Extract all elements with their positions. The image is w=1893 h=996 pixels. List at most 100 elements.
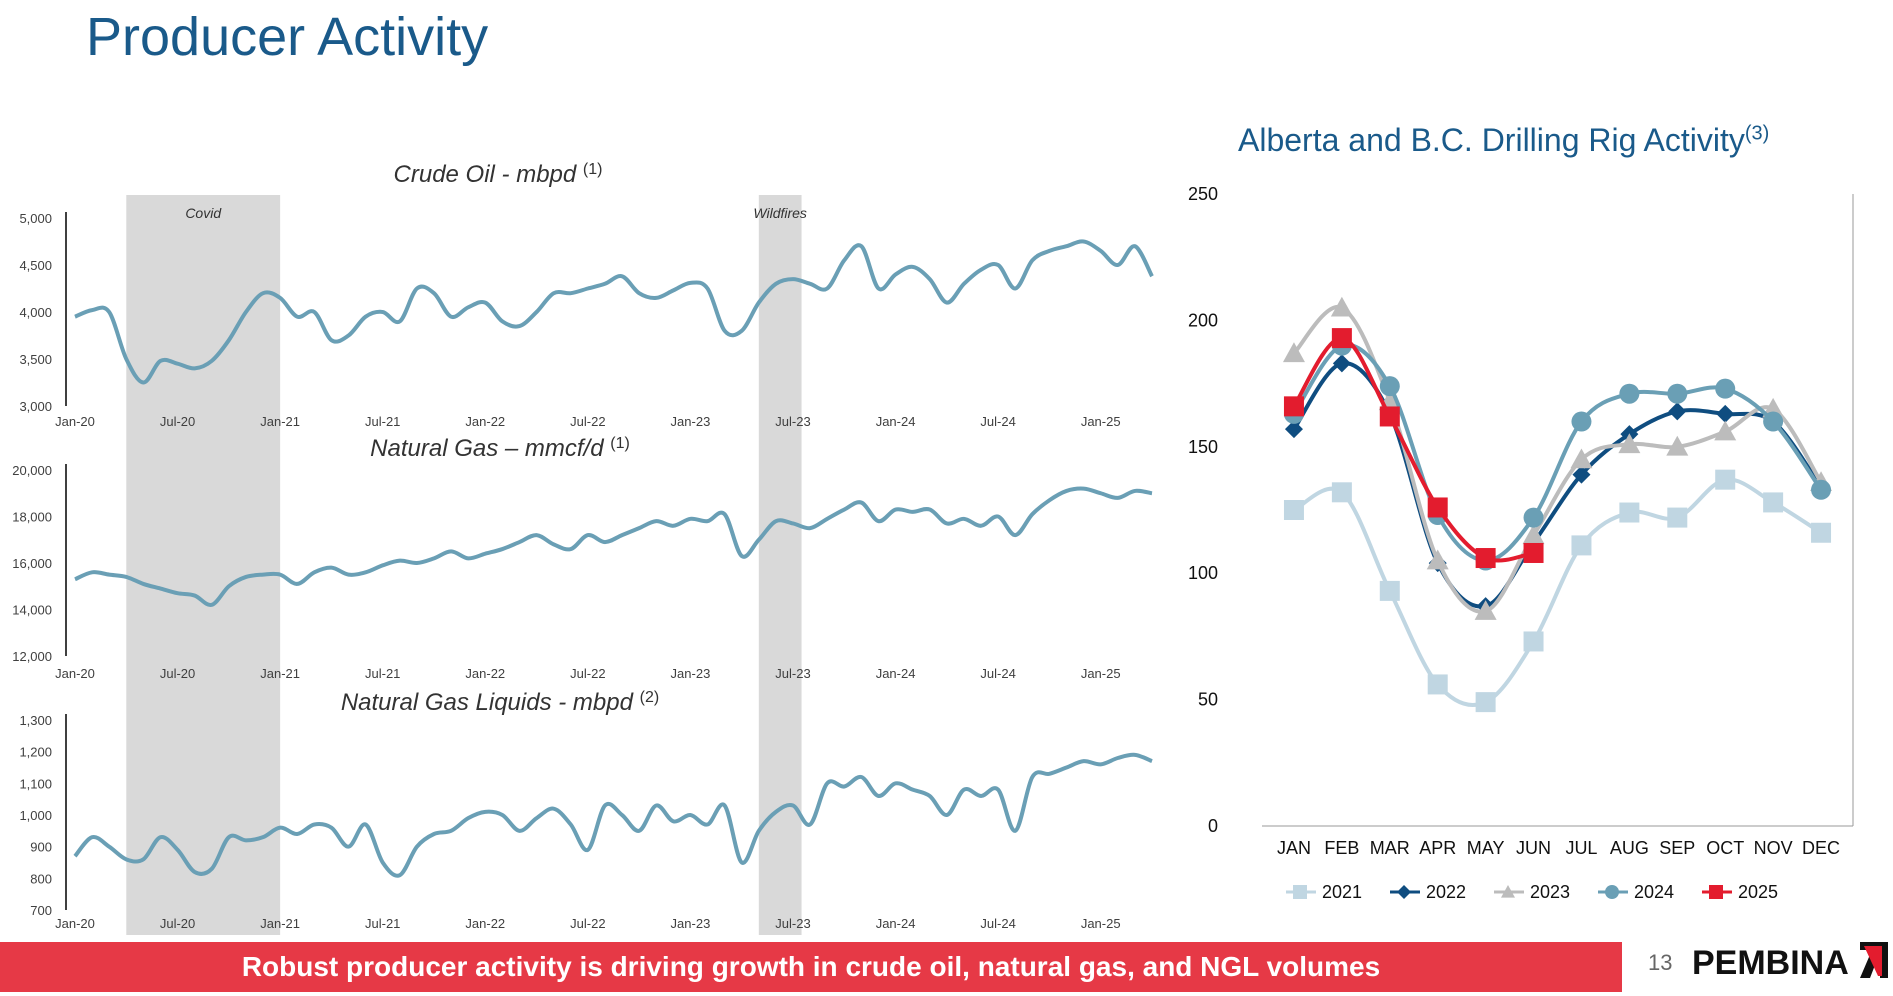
shaded-period-0 [126, 195, 281, 935]
key-message-banner: Robust producer activity is driving grow… [0, 942, 1622, 992]
x-tick-0-7: Jul-23 [775, 414, 810, 429]
rig-point-2025-jan [1283, 396, 1304, 417]
rig-point-2021-jun [1523, 631, 1544, 652]
x-tick-0-4: Jan-22 [465, 414, 505, 429]
rig-x-tick-oct: OCT [1706, 838, 1744, 858]
rig-point-2021-nov [1763, 492, 1784, 513]
legend-marker-2022 [1397, 885, 1411, 899]
rig-point-2024-jul [1571, 411, 1592, 432]
x-tick-0-6: Jan-23 [671, 414, 711, 429]
rig-point-2025-jun [1523, 542, 1544, 563]
y-tick-2-2: 900 [30, 840, 52, 855]
y-tick-0-2: 4,000 [19, 305, 52, 320]
series-line-0 [74, 239, 1154, 385]
shaded-period-label-0: Covid [185, 205, 222, 221]
rig-activity-title-text: Alberta and B.C. Drilling Rig Activity [1238, 122, 1745, 158]
page-title: Producer Activity [86, 7, 489, 67]
rig-point-2023-aug [1618, 433, 1641, 454]
rig-point-2023-jul [1570, 448, 1593, 469]
x-tick-0-3: Jul-21 [365, 414, 400, 429]
x-tick-2-9: Jul-24 [980, 916, 1015, 931]
page-number: 13 [1648, 950, 1673, 975]
rig-point-2021-mar [1379, 580, 1400, 601]
panel-title-sup-1: (1) [610, 435, 630, 452]
rig-x-tick-jan: JAN [1277, 838, 1311, 858]
x-tick-0-0: Jan-20 [55, 414, 95, 429]
y-tick-0-3: 4,500 [19, 258, 52, 273]
rig-x-tick-jun: JUN [1516, 838, 1551, 858]
rig-line-2024 [1292, 342, 1823, 563]
legend-label-2024: 2024 [1634, 882, 1674, 902]
rig-activity-title-sup: (3) [1744, 122, 1770, 145]
rig-point-2023-oct [1714, 420, 1737, 441]
y-tick-2-3: 1,000 [19, 808, 52, 823]
y-tick-1-4: 20,000 [12, 463, 52, 478]
rig-point-2023-sep [1666, 435, 1689, 456]
rig-x-tick-apr: APR [1419, 838, 1456, 858]
x-tick-1-2: Jan-21 [260, 666, 300, 681]
rig-activity-chart: 0 50 100 150 200 250 JAN FEB MAR APR MAY JUN JUL AUG S… [1188, 184, 1854, 902]
rig-point-2024-sep [1667, 383, 1688, 404]
rig-y-tick-2: 100 [1188, 563, 1218, 583]
y-tick-2-1: 800 [30, 871, 52, 886]
rig-point-2024-dec [1811, 479, 1832, 500]
rig-y-tick-0: 0 [1208, 816, 1218, 836]
x-tick-0-2: Jan-21 [260, 414, 300, 429]
y-tick-1-2: 16,000 [12, 556, 52, 571]
rig-point-2021-may [1475, 692, 1496, 713]
rig-point-2025-may [1475, 548, 1496, 569]
y-tick-2-0: 700 [30, 903, 52, 918]
rig-point-2021-sep [1667, 507, 1688, 528]
rig-point-2022-jan [1284, 420, 1303, 439]
y-tick-1-0: 12,000 [12, 649, 52, 664]
x-tick-0-1: Jul-20 [160, 414, 195, 429]
logo-text: PEMBINA [1692, 944, 1849, 982]
rig-point-2024-jun [1523, 507, 1544, 528]
rig-x-tick-sep: SEP [1659, 838, 1695, 858]
x-tick-2-10: Jan-25 [1081, 916, 1121, 931]
rig-x-tick-may: MAY [1467, 838, 1505, 858]
series-line-2 [73, 752, 1153, 878]
rig-point-2024-mar [1379, 376, 1400, 397]
panel-title-sup-0: (1) [583, 161, 603, 178]
x-tick-0-9: Jul-24 [980, 414, 1015, 429]
rig-point-2023-apr [1426, 549, 1449, 570]
x-tick-1-4: Jan-22 [465, 666, 505, 681]
panel-title-sup-2: (2) [640, 689, 660, 706]
y-tick-2-6: 1,300 [19, 713, 52, 728]
rig-point-2021-dec [1811, 522, 1832, 543]
x-tick-2-6: Jan-23 [671, 916, 711, 931]
pembina-logo: PEMBINA [1692, 942, 1888, 982]
rig-y-tick-4: 200 [1188, 310, 1218, 330]
rig-point-2024-oct [1715, 378, 1736, 399]
rig-point-2023-may [1474, 600, 1497, 620]
rig-y-tick-1: 50 [1198, 690, 1218, 710]
x-tick-2-5: Jul-22 [570, 916, 605, 931]
y-tick-2-4: 1,100 [19, 776, 52, 791]
x-tick-1-7: Jul-23 [775, 666, 810, 681]
legend-label-2022: 2022 [1426, 882, 1466, 902]
rig-point-2021-oct [1715, 469, 1736, 490]
production-charts: Covid Wildfires Crude Oil - mbpd (1) 3,000 3… [12, 161, 1154, 935]
rig-point-2023-jan [1282, 342, 1305, 363]
rig-point-2023-nov [1762, 397, 1785, 418]
x-tick-1-8: Jan-24 [876, 666, 916, 681]
legend-marker-2024 [1605, 885, 1619, 899]
shaded-period-1 [758, 195, 802, 935]
rig-x-tick-aug: AUG [1610, 838, 1649, 858]
x-tick-1-10: Jan-25 [1081, 666, 1121, 681]
x-tick-1-5: Jul-22 [570, 666, 605, 681]
rig-point-2025-apr [1427, 497, 1448, 518]
rig-point-2025-mar [1379, 406, 1400, 427]
panel-title-1: Natural Gas – mmcf/d (1) [370, 435, 630, 462]
x-tick-2-4: Jan-22 [465, 916, 505, 931]
rig-x-tick-dec: DEC [1802, 838, 1840, 858]
rig-point-2022-jul [1572, 465, 1591, 484]
x-tick-1-6: Jan-23 [671, 666, 711, 681]
rig-point-2023-jun [1522, 524, 1545, 545]
series-line-1 [74, 486, 1153, 607]
rig-x-tick-jul: JUL [1565, 838, 1597, 858]
rig-activity-title: Alberta and B.C. Drilling Rig Activity(3… [1238, 122, 1769, 159]
rig-point-2024-nov [1763, 411, 1784, 432]
x-tick-2-7: Jul-23 [775, 916, 810, 931]
